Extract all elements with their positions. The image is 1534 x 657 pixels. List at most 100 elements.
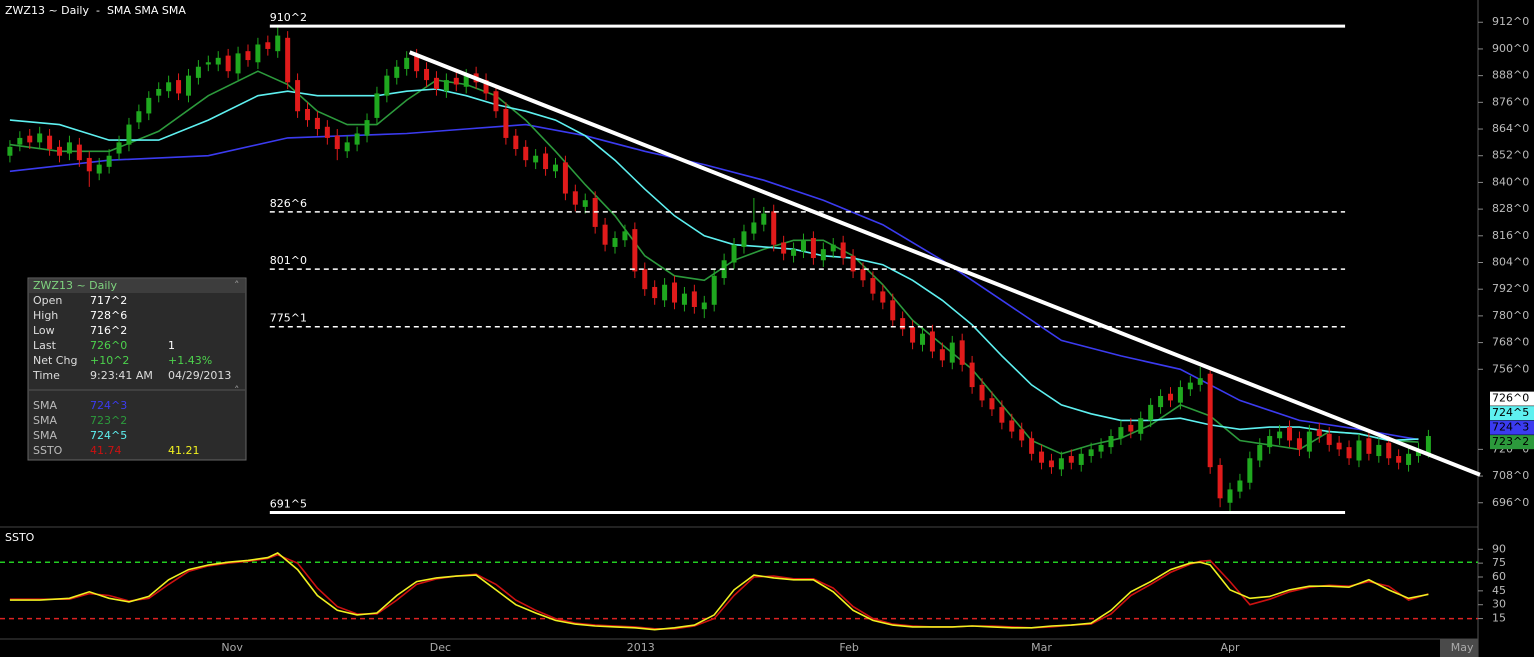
candle-body [672,282,678,303]
candle-body [761,213,767,225]
candle-body [1128,424,1134,432]
candle-body [1425,436,1431,456]
trendline [408,50,1481,477]
candle-body [86,157,92,172]
candle-body [741,231,747,247]
candle-body [1366,438,1372,454]
candle-body [493,91,499,112]
candle-body [751,222,757,234]
candle-body [513,135,519,150]
y-tick-label: 828^0 [1492,202,1529,215]
candle-body [662,284,668,301]
candle-body [463,75,469,87]
candle-body [414,55,420,72]
price-level-label: 691^5 [270,497,307,510]
indicator-line [9,553,1429,630]
candle-body [1376,444,1382,457]
candle-body [1287,427,1293,441]
y-tick-label: 816^0 [1492,229,1529,242]
candle-body [433,77,439,89]
candle-body [781,242,787,254]
info-box-cell: Last [33,339,57,352]
candle-body [1138,418,1144,434]
candle-body [334,135,340,150]
candle-body [533,155,539,163]
y-tick-label: 852^0 [1492,149,1529,162]
candle-body [929,331,935,352]
y-tick-label: 864^0 [1492,122,1529,135]
info-box-cell: Open [33,294,62,307]
candle-body [7,146,13,156]
candle-body [830,244,836,252]
value-marker [1490,435,1534,450]
candle-body [1148,404,1154,421]
candle-body [949,342,955,363]
candle-body [176,80,182,94]
candle-body [314,117,320,130]
value-marker [1490,406,1534,421]
candle-body [205,62,211,65]
candle-body [76,144,82,161]
indicator-value: 41.74 [90,444,122,457]
indicator-name: SMA [33,414,57,427]
candle-body [1267,436,1273,448]
candle-body [185,75,191,96]
candle-body [1197,378,1203,385]
candle-body [106,155,112,167]
info-box-collapse: ˄ [234,279,240,292]
y-tick-label: 60 [1492,570,1506,583]
info-box-cell: 9:23:41 AM [90,369,153,382]
candle-body [483,80,489,94]
value-marker [1490,391,1534,406]
candle-body [305,109,311,121]
indicator-name: SMA [33,429,57,442]
info-box-cell: 728^6 [90,309,127,322]
value-marker-label: 724^3 [1492,421,1529,434]
candle-body [820,249,826,261]
candle-body [1257,444,1263,461]
candle-body [1019,429,1025,441]
indicator-value: 41.21 [168,444,200,457]
info-box-cell: 04/29/2013 [168,369,231,382]
candle-body [1207,373,1213,468]
candle-body [1386,442,1392,459]
y-tick-label: 696^0 [1492,496,1529,509]
candle-body [900,318,906,330]
x-tick-label: Nov [221,641,243,654]
candle-body [711,275,717,305]
info-box-cell: High [33,309,58,322]
candle-body [1068,456,1074,463]
candle-body [146,97,152,114]
y-tick-label: 75 [1492,556,1506,569]
candle-body [880,291,886,303]
x-tick-label: May [1451,641,1474,654]
indicator-name: SSTO [33,444,63,457]
candle-body [552,164,558,172]
y-tick-label: 15 [1492,612,1506,625]
candle-body [404,57,410,69]
y-tick-label: 912^0 [1492,15,1529,28]
candle-body [1396,456,1402,463]
candle-body [364,120,370,136]
candle-body [1088,449,1094,457]
x-tick-label: 2013 [627,641,655,654]
candle-body [156,88,162,96]
candle-body [870,278,876,294]
candle-body [344,142,350,152]
value-marker-label: 723^2 [1492,435,1529,448]
info-box-cell: 716^2 [90,324,127,337]
candle-body [850,255,856,272]
candle-body [1316,429,1322,437]
candle-body [116,142,122,154]
candle-body [394,66,400,78]
candle-body [17,137,23,145]
candle-body [57,146,63,156]
candle-body [1167,393,1173,401]
info-box-cell: +10^2 [90,354,129,367]
candle-body [691,291,697,307]
x-tick-label: Apr [1220,641,1240,654]
candle-body [453,77,459,85]
value-marker-label: 724^5 [1492,406,1529,419]
info-box: ZWZ13 ~ Daily ˄ Open 717^2 High 728^6 Low 716^2… [27,277,247,461]
